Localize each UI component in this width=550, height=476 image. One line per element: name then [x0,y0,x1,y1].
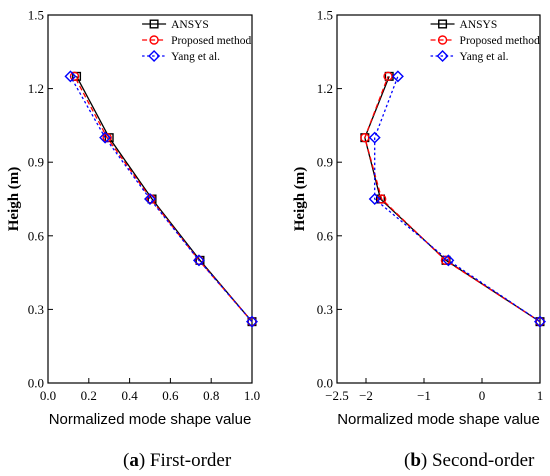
caption-paren-open: ( [404,450,410,471]
legend-marker [149,19,159,29]
series-line [75,76,253,323]
series-ansys [360,71,545,327]
plot-frame [47,14,253,384]
y-tick-label: 0.3 [28,302,44,317]
series-line [364,76,541,323]
caption-paren-close: ) [421,450,432,471]
x-tick-label: 0 [479,388,486,403]
data-point [442,254,455,267]
caption-text: Second-order [432,450,535,471]
legend-marker [436,50,449,62]
legend-label: ANSYS [171,19,209,31]
legend-label: Yang et al. [171,51,220,63]
y-tick-label: 1.5 [28,8,44,23]
data-point [194,255,204,266]
x-axis-label: Normalized mode shape value [337,411,540,428]
chart-panel-b: −2.5 −2 −1 0 1 0.0 0.3 0.6 0.9 1.2 1.5 Normalized m… [292,8,546,471]
legend-marker [437,35,448,45]
data-point [102,132,112,143]
series-proposed-method [360,71,545,327]
data-point [246,315,258,328]
y-axis-label: Heigh (m) [292,167,308,232]
plot-frame [336,14,541,384]
x-tick-label: 1.0 [244,388,260,403]
panel-caption: (a) First-order [123,450,232,471]
x-axis-label: Normalized mode shape value [49,411,252,428]
series-line [69,76,253,323]
caption-text: First-order [150,450,232,471]
data-point [376,194,387,204]
series-yang-et-al- [368,70,546,328]
legend: ANSYS Proposed method Yang et al. [430,19,540,63]
y-tick-label: 0.3 [317,302,333,317]
series-line [374,76,541,323]
chart-panel-a: 0.0 0.2 0.4 0.6 0.8 1.0 0.0 0.3 0.6 0.9 1.2 1.5 Norm… [6,8,260,472]
y-tick-label: 0.6 [28,228,45,243]
series-ansys [72,71,257,327]
data-point [535,316,545,327]
data-point [99,131,112,144]
series-line [73,76,253,323]
caption-letter: b [410,450,421,471]
data-point [144,193,156,205]
caption-paren-open: ( [123,450,129,471]
data-point [391,70,404,83]
y-tick-label: 0.9 [28,155,44,170]
y-tick-label: 0.9 [317,155,333,170]
legend-label: ANSYS [460,19,498,31]
data-point [192,254,205,267]
x-tick-label: 0.4 [121,388,138,403]
legend-label: Proposed method [171,35,251,47]
x-tick-label: −1 [417,388,431,403]
data-point [534,315,546,328]
caption-letter: a [129,450,139,471]
caption-paren-close: ) [139,450,150,471]
legend-marker [148,50,161,62]
data-point [368,131,381,144]
series-proposed-method [69,71,257,327]
x-tick-label: 0.6 [162,388,179,403]
x-tick-label: 1 [537,388,544,403]
data-point [368,193,381,205]
x-tick-label: −2.5 [325,388,349,403]
series-line [364,76,541,323]
y-tick-label: 1.5 [317,8,333,23]
legend-label: Proposed method [460,35,540,47]
data-point [247,316,257,327]
x-tick-label: 0.8 [203,388,219,403]
data-point [64,70,77,83]
legend-marker [438,19,448,29]
legend-marker [149,35,159,45]
x-tick-label: −2 [359,388,373,403]
y-tick-label: 1.2 [317,81,333,96]
series-yang-et-al- [64,70,258,328]
legend: ANSYS Proposed method Yang et al. [142,19,252,63]
legend-label: Yang et al. [460,51,509,63]
y-tick-label: 0.0 [28,376,44,391]
y-tick-label: 0.0 [317,376,333,391]
x-tick-label: 0.2 [81,388,97,403]
data-point [440,255,451,266]
y-tick-label: 0.6 [317,228,334,243]
panel-caption: (b) Second-order [404,450,535,471]
y-tick-label: 1.2 [28,81,44,96]
y-axis-label: Heigh (m) [6,167,22,232]
x-tick-label: 0.0 [40,388,56,403]
